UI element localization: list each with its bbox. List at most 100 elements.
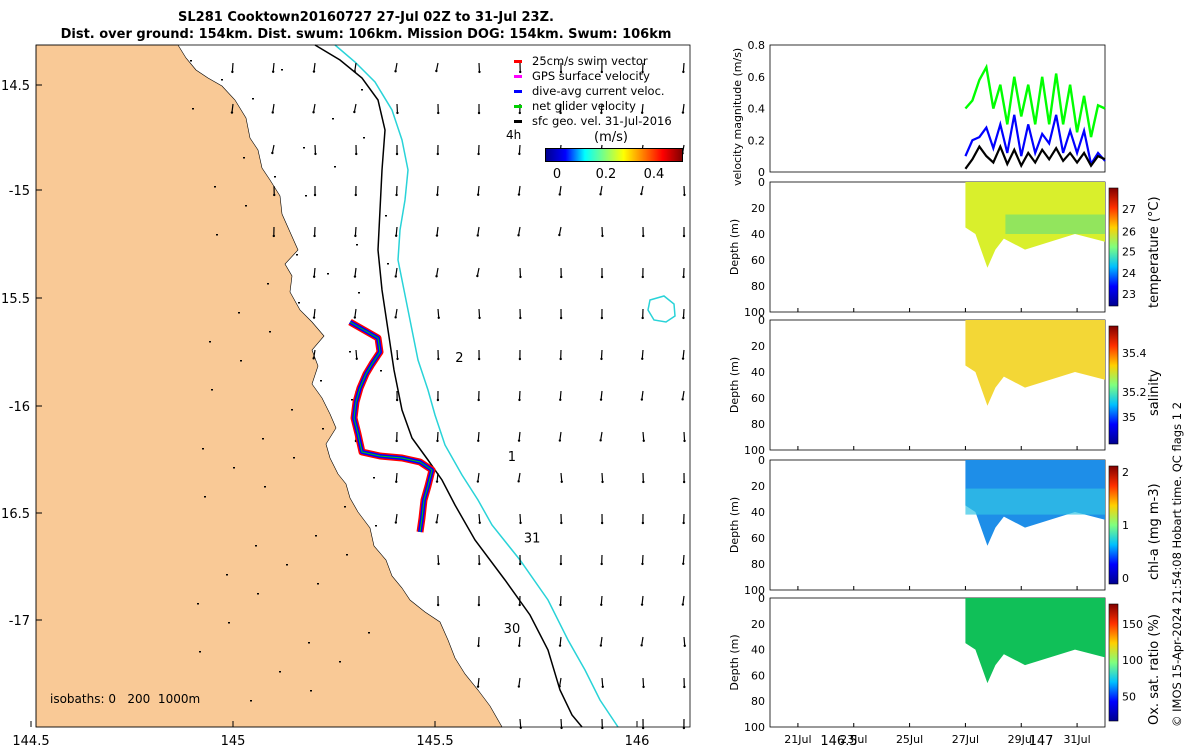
- geo-velocity-vector: [313, 267, 316, 277]
- geo-velocity-vector: [642, 431, 645, 441]
- geo-velocity-vector: [682, 595, 685, 605]
- salinity-data-field: [965, 320, 1105, 406]
- geo-velocity-vector: [601, 677, 604, 687]
- colorbar-tick-label: 0: [552, 167, 562, 182]
- title-line-1: SL281 Cooktown20160727 27-Jul 02Z to 31-…: [178, 10, 554, 25]
- geo-velocity-vector-head: [272, 234, 276, 238]
- isobath-1000m-eddy: [647, 295, 676, 323]
- geo-velocity-vector: [560, 718, 563, 728]
- geo-velocity-vector-head: [641, 562, 644, 566]
- geo-velocity-vector-head: [437, 357, 440, 361]
- geo-velocity-vector: [353, 103, 357, 113]
- temperature-cb-label: temperature (°C): [1147, 196, 1162, 308]
- geo-velocity-vector-head: [600, 521, 604, 525]
- legend-label: GPS surface velocity: [532, 69, 650, 83]
- reef-dot: [216, 234, 218, 236]
- geo-velocity-vector: [313, 308, 316, 318]
- oxygen-colorbar-tick: 150: [1122, 618, 1143, 631]
- geo-velocity-vector: [682, 349, 685, 359]
- geo-velocity-vector-head: [436, 398, 440, 402]
- geo-velocity-vector-head: [642, 685, 645, 689]
- geo-velocity-vector-head: [230, 111, 234, 114]
- temperature-colorbar-tick: 27: [1122, 203, 1136, 216]
- geo-velocity-vector-head: [271, 70, 275, 73]
- reef-dot: [375, 525, 377, 527]
- reef-dot: [279, 671, 281, 673]
- salinity-colorbar: [1108, 325, 1119, 445]
- geo-velocity-vector-head: [477, 439, 480, 443]
- reef-dot: [310, 690, 312, 692]
- geo-velocity-vector-head: [478, 521, 481, 524]
- geo-velocity-vector-head: [642, 234, 645, 238]
- track-day-label: 30: [504, 622, 521, 637]
- geo-velocity-vector-head: [683, 685, 686, 689]
- reef-dot: [233, 467, 235, 469]
- geo-velocity-vector-head: [518, 644, 521, 648]
- geo-velocity-vector-head: [312, 70, 316, 73]
- geo-velocity-vector-head: [518, 111, 522, 115]
- geo-velocity-vector-head: [640, 192, 643, 196]
- geo-velocity-vector-head: [642, 480, 645, 484]
- geo-velocity-vector-head: [600, 275, 604, 279]
- reef-dot: [317, 583, 319, 585]
- geo-velocity-vector-head: [558, 233, 561, 237]
- chla-depth-tick: 60: [751, 532, 765, 545]
- reef-dot: [305, 195, 307, 197]
- geo-velocity-vector: [436, 185, 439, 195]
- geo-velocity-vector: [518, 472, 521, 482]
- geo-velocity-vector-head: [273, 193, 276, 197]
- geo-velocity-vector-head: [560, 521, 563, 525]
- velocity-ytick-label: 0.8: [748, 39, 766, 52]
- geo-velocity-vector-head: [600, 603, 603, 607]
- legend-label: 25cm/s swim vector: [532, 54, 648, 68]
- geo-velocity-vector-head: [517, 480, 520, 483]
- geo-velocity-vector: [559, 431, 562, 441]
- geo-velocity-vector-head: [477, 644, 480, 648]
- geo-velocity-vector-head: [436, 152, 440, 156]
- time-tick-label: 21Jul: [784, 733, 811, 746]
- reef-dot: [252, 98, 254, 100]
- geo-velocity-vector: [394, 62, 398, 72]
- reef-dot: [387, 263, 389, 265]
- map-xtick-label: 146: [625, 734, 650, 749]
- map-frame: [35, 44, 691, 728]
- oxygen-depth-tick: 60: [751, 669, 765, 682]
- geo-velocity-vector-head: [437, 111, 440, 115]
- map-ytick-label: 14.5: [1, 79, 30, 94]
- geo-velocity-vector: [518, 185, 521, 195]
- geo-velocity-vector: [436, 431, 439, 441]
- reef-dot: [320, 380, 322, 382]
- time-tick-label: 25Jul: [896, 733, 923, 746]
- reef-dot: [373, 477, 375, 479]
- geo-velocity-vector-head: [601, 234, 604, 238]
- reef-dot: [209, 341, 211, 343]
- legend-swatch: [514, 60, 522, 63]
- geo-velocity-vector-head: [559, 70, 563, 74]
- temperature-colorbar-tick: 23: [1122, 288, 1136, 301]
- map-legend-item: dive-avg current veloc.: [514, 84, 672, 99]
- geo-velocity-vector-head: [478, 70, 481, 74]
- chla-colorbar-tick: 2: [1122, 466, 1129, 479]
- geo-velocity-vector-head: [682, 521, 685, 525]
- chla-depth-tick: 80: [751, 558, 765, 571]
- geo-velocity-vector: [436, 513, 439, 523]
- chla-data-field-deep: [965, 488, 1105, 515]
- geo-velocity-vector: [313, 349, 316, 359]
- geo-velocity-vector-head: [600, 111, 603, 115]
- reef-dot: [358, 292, 360, 294]
- oxygen-depth-tick: 20: [751, 618, 765, 631]
- colorbar-unit: (m/s): [594, 130, 628, 145]
- chla-depth-tick: 0: [758, 454, 765, 467]
- geo-velocity-vector: [683, 636, 686, 646]
- temperature-depth-tick: 20: [751, 202, 765, 215]
- geo-velocity-vector-head: [353, 70, 356, 73]
- geo-velocity-vector-head: [599, 439, 602, 442]
- geo-velocity-vector-head: [353, 316, 357, 319]
- geo-velocity-vector: [477, 472, 480, 482]
- geo-velocity-vector-head: [312, 357, 315, 360]
- map-legend-item: net glider velocity: [514, 99, 672, 114]
- geo-velocity-vector-head: [599, 398, 603, 401]
- temperature-depth-tick: 40: [751, 228, 765, 241]
- reef-dot: [334, 166, 336, 168]
- geo-velocity-vector: [642, 677, 645, 687]
